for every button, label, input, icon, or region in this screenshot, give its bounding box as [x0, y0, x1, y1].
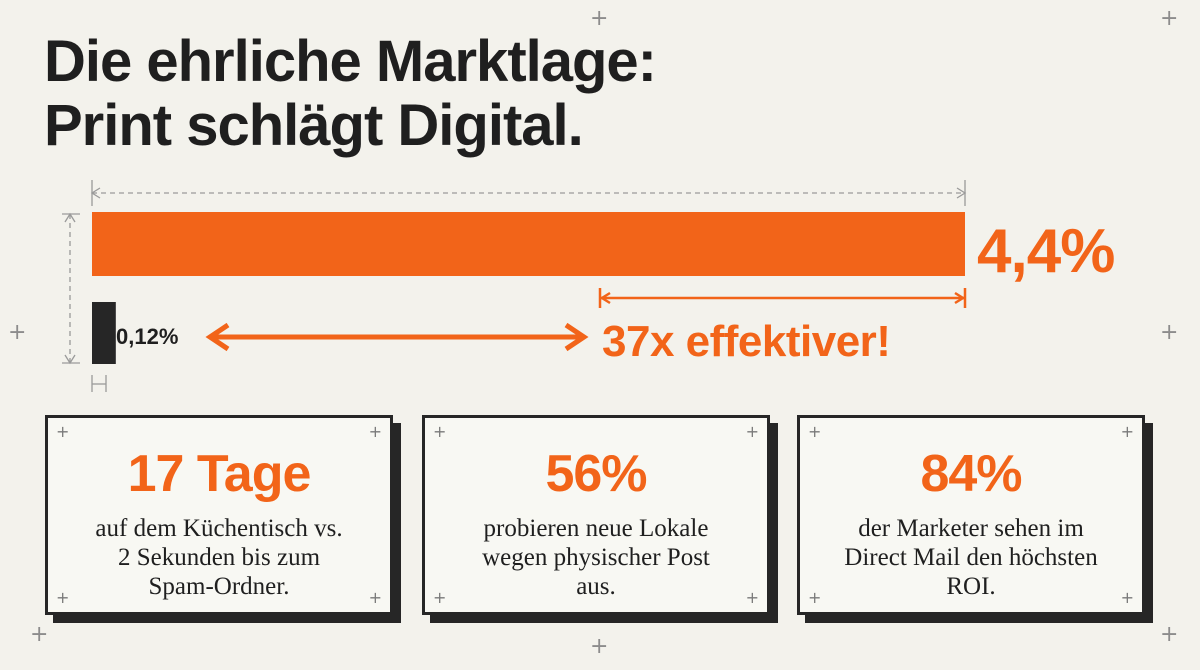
comparison-label: 37x effektiver! — [602, 317, 890, 366]
dimension-left — [62, 212, 80, 365]
card-plus-mark: + — [808, 422, 822, 441]
title-line-1: Die ehrliche Marktlage: — [44, 29, 657, 94]
bar-print — [92, 212, 965, 276]
card-plus-mark: + — [433, 588, 447, 607]
card-plus-mark: + — [745, 422, 759, 441]
card-plus-mark: + — [368, 588, 382, 607]
bar-digital — [92, 302, 116, 364]
corner-plus-mark: + — [30, 622, 49, 647]
corner-plus-mark: + — [590, 6, 609, 31]
corner-plus-mark: + — [1160, 6, 1179, 31]
card-plus-mark: + — [745, 588, 759, 607]
card-plus-mark: + — [368, 422, 382, 441]
card-plus-mark: + — [808, 588, 822, 607]
value-label-digital: 0,12% — [116, 324, 178, 349]
card-plus-mark: + — [433, 422, 447, 441]
stat-value: 84% — [920, 445, 1022, 503]
corner-plus-mark: + — [1160, 320, 1179, 345]
comparison-bracket — [598, 288, 967, 308]
card-plus-mark: + — [1120, 588, 1134, 607]
stat-description: probieren neue Lokale wegen physischer P… — [482, 515, 710, 600]
dimension-top — [90, 180, 967, 206]
corner-plus-mark: + — [1160, 622, 1179, 647]
card-plus-mark: + — [56, 588, 70, 607]
stat-card-2: + + + + 56% probieren neue Lokale wegen … — [422, 415, 770, 615]
stat-value: 56% — [545, 445, 647, 503]
stat-description: auf dem Küchentisch vs. 2 Sekunden bis z… — [95, 515, 343, 600]
dimension-small — [91, 375, 107, 392]
stat-card-3: + + + + 84% der Marketer sehen im Direct… — [797, 415, 1145, 615]
stat-card-1: + + + + 17 Tage auf dem Küchentisch vs. … — [45, 415, 393, 615]
card-plus-mark: + — [56, 422, 70, 441]
page-title: Die ehrliche Marktlage: Print schlägt Di… — [44, 29, 657, 158]
stat-description: der Marketer sehen im Direct Mail den hö… — [844, 515, 1098, 600]
value-label-print: 4,4% — [977, 217, 1114, 286]
stat-value: 17 Tage — [127, 445, 312, 503]
double-arrow — [205, 322, 589, 352]
corner-plus-mark: + — [8, 320, 27, 345]
card-plus-mark: + — [1120, 422, 1134, 441]
title-line-2: Print schlägt Digital. — [44, 93, 584, 158]
corner-plus-mark: + — [590, 634, 609, 659]
